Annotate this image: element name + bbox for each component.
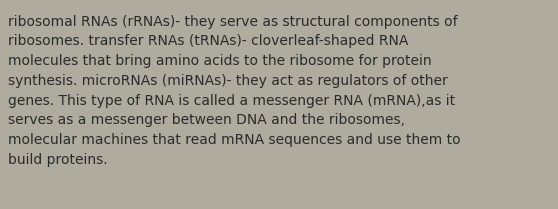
Text: ribosomal RNAs (rRNAs)- they serve as structural components of
ribosomes. transf: ribosomal RNAs (rRNAs)- they serve as st…	[8, 15, 461, 167]
